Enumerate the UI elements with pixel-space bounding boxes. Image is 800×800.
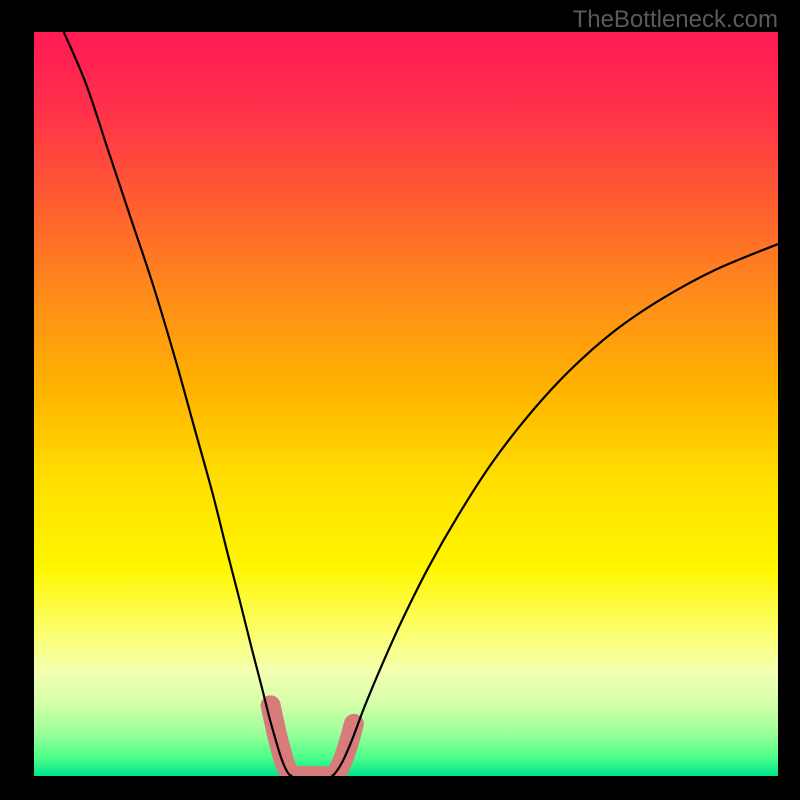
curves-layer — [34, 32, 778, 776]
chart-container: TheBottleneck.com — [0, 0, 800, 800]
curve-right — [332, 244, 778, 776]
watermark-text: TheBottleneck.com — [573, 6, 778, 34]
curve-left — [64, 32, 292, 776]
plot-area — [34, 32, 778, 776]
